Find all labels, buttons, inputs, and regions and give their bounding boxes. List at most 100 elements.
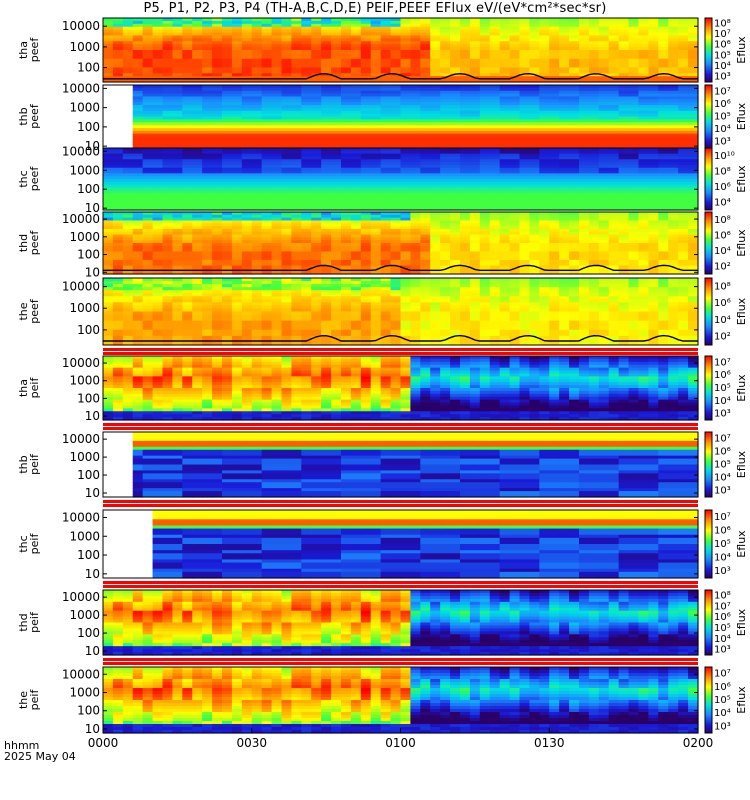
heatmap-cell [479, 38, 491, 42]
heatmap-cell [261, 38, 273, 42]
heatmap-cell [469, 125, 481, 129]
heatmap-cell [450, 102, 461, 106]
heatmap-cell [688, 44, 699, 48]
heatmap-cell [519, 162, 531, 166]
heatmap-cell [331, 113, 342, 118]
heatmap-cell [222, 41, 233, 45]
heatmap-cell [658, 90, 669, 95]
heatmap-cell [103, 159, 114, 163]
heatmap-cell [519, 159, 531, 163]
heatmap-cell [648, 139, 659, 143]
heatmap-cell [450, 18, 461, 22]
heatmap-cell [489, 198, 501, 203]
heatmap-cell [380, 159, 392, 163]
heatmap-cell [172, 170, 183, 174]
heatmap-cell [172, 148, 183, 152]
heatmap-cell [301, 207, 312, 211]
heatmap-cell [469, 110, 481, 115]
heatmap-cell [103, 201, 114, 205]
heatmap-cell [311, 122, 322, 126]
heatmap-cell [529, 173, 540, 177]
heatmap-cell [162, 113, 174, 118]
heatmap-cell [341, 73, 352, 77]
heatmap-cell [122, 61, 134, 66]
heatmap-cell [420, 176, 431, 180]
heatmap-cell [182, 73, 193, 77]
heatmap-cell [350, 133, 362, 138]
heatmap-cell [688, 136, 699, 141]
heatmap-cell [688, 32, 699, 37]
heatmap-cell [112, 159, 124, 163]
heatmap-cell [291, 29, 302, 34]
heatmap-cell [271, 38, 283, 42]
heatmap-cell [450, 110, 461, 115]
heatmap-cell [341, 193, 352, 197]
heatmap-cell [222, 23, 233, 28]
heatmap-cell [112, 179, 124, 183]
heatmap-cell [370, 79, 382, 83]
heatmap-cell [311, 133, 322, 138]
heatmap-cell [222, 133, 233, 138]
heatmap-cell [192, 145, 203, 149]
heatmap-cell [132, 142, 144, 146]
heatmap-cell [469, 96, 481, 100]
heatmap-cell [301, 116, 312, 120]
heatmap-cell [608, 76, 620, 80]
heatmap-cell [658, 125, 669, 129]
heatmap-cell [231, 198, 243, 203]
heatmap-cell [231, 32, 243, 37]
heatmap-cell [509, 58, 521, 63]
heatmap-cell [380, 38, 392, 42]
heatmap-cell [142, 125, 154, 129]
heatmap-cell [559, 29, 570, 34]
heatmap-cell [608, 195, 620, 200]
heatmap-cell [539, 102, 550, 106]
heatmap-cell [450, 190, 461, 194]
heatmap-cell [301, 125, 312, 129]
heatmap-cell [499, 145, 511, 149]
heatmap-cell [360, 207, 372, 211]
heatmap-cell [271, 87, 283, 92]
heatmap-cell [162, 167, 174, 172]
heatmap-cell [559, 85, 570, 89]
heatmap-cell [281, 139, 293, 143]
heatmap-cell [212, 170, 223, 174]
heatmap-cell [469, 127, 481, 132]
heatmap-cell [241, 23, 253, 28]
heatmap-cell [132, 207, 144, 211]
heatmap-cell [251, 156, 263, 160]
heatmap-cell [390, 167, 402, 172]
heatmap-cell [549, 73, 560, 77]
heatmap-cell [519, 139, 531, 143]
heatmap-cell [440, 61, 451, 66]
heatmap-cell [509, 29, 521, 34]
heatmap-cell [172, 113, 183, 118]
heatmap-cell [539, 85, 550, 89]
heatmap-cell [390, 87, 402, 92]
heatmap-cell [618, 73, 630, 77]
heatmap-cell [509, 38, 521, 42]
heatmap-cell [579, 99, 590, 103]
heatmap-cell [162, 198, 174, 203]
heatmap-cell [152, 90, 164, 95]
heatmap-cell [291, 70, 302, 74]
heatmap-cell [162, 187, 174, 191]
heatmap-cell [142, 193, 154, 197]
heatmap-cell [380, 99, 392, 103]
heatmap-cell [341, 64, 352, 69]
heatmap-cell [460, 55, 471, 60]
heatmap-cell [499, 87, 511, 92]
heatmap-cell [668, 38, 679, 42]
heatmap-cell [142, 58, 154, 63]
heatmap-cell [658, 139, 669, 143]
heatmap-cell [380, 50, 392, 54]
heatmap-cell [559, 105, 570, 109]
heatmap-cell [539, 122, 550, 126]
heatmap-cell [668, 64, 679, 69]
heatmap-cell [202, 113, 213, 118]
heatmap-cell [400, 20, 412, 25]
heatmap-cell [162, 29, 174, 34]
heatmap-cell [112, 201, 124, 205]
heatmap-cell [479, 116, 491, 120]
heatmap-cell [271, 201, 283, 205]
